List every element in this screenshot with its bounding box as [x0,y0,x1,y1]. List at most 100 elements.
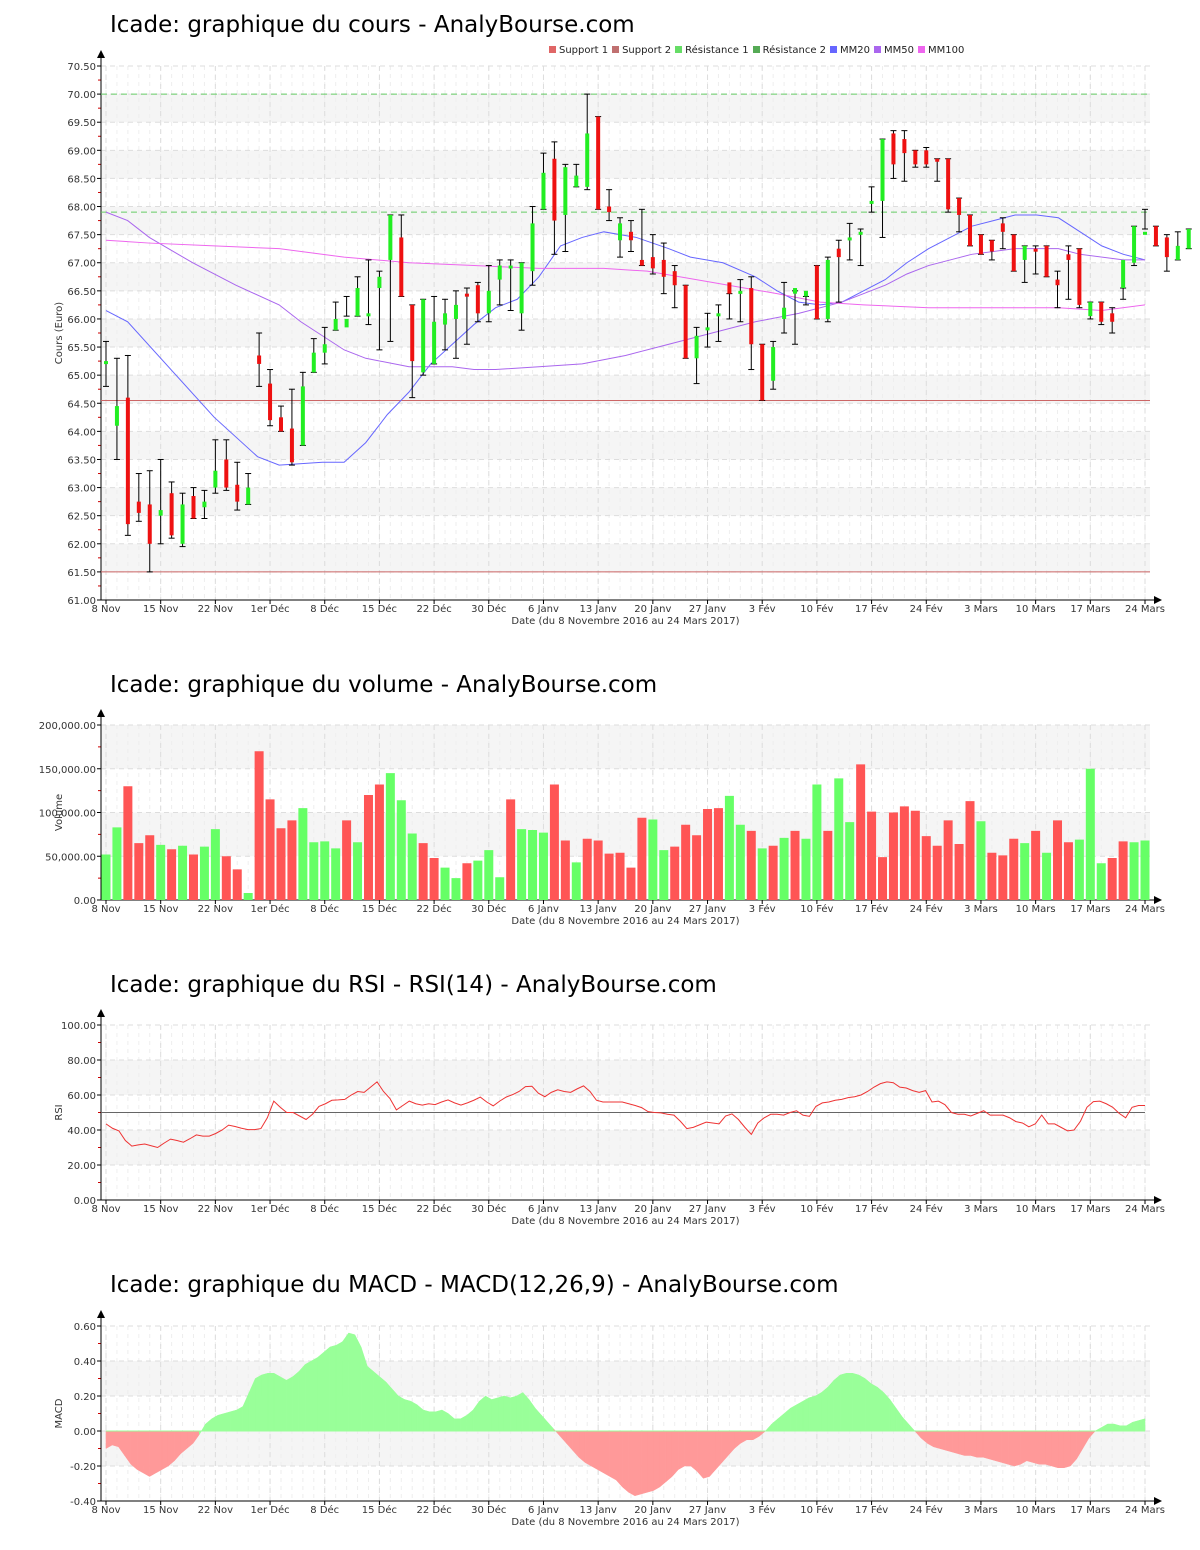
y-tick-label: 150,000.00 [39,765,96,776]
y-tick-label: 70.00 [67,90,96,101]
candle [946,158,951,210]
candle [158,510,163,516]
volume-bar [888,812,898,900]
volume-plot: 0.00 50,000.00 100,000.00 150,000.00 200,000… [39,709,1165,927]
x-tick-label: 24 Fév [910,1203,943,1215]
y-tick-label: 80.00 [67,1056,96,1067]
y-tick-label: 62.00 [67,540,96,551]
volume-bar [385,773,395,900]
candle [1066,254,1071,260]
x-tick-label: 15 Déc [362,903,397,915]
volume-bar [374,784,384,900]
y-tick-label: 67.50 [67,231,96,242]
candle [902,139,907,154]
y-tick-label: 0.20 [74,1392,96,1403]
candle [1164,237,1169,258]
x-tick-label: 13 Janv [580,904,617,915]
x-tick-label: 10 Mars [1016,604,1056,615]
candle [585,133,590,187]
volume-bar [549,784,559,900]
candle [694,335,699,359]
volume-bar [943,820,953,900]
x-tick-label: 3 Fév [749,903,776,915]
volume-bar [232,869,242,900]
candle [443,313,448,325]
candle [421,299,426,373]
volume-bar [199,846,209,900]
x-tick-label: 17 Fév [855,1504,888,1516]
candle [574,175,579,187]
candle [913,150,918,165]
y-tick-label: 0.00 [74,1196,96,1207]
x-tick-label: 10 Fév [800,1203,833,1215]
candle [596,116,601,210]
x-axis-arrow-icon [1154,1497,1162,1505]
candle [836,248,841,258]
x-tick-label: 22 Nov [198,1204,234,1215]
volume-bar [156,844,166,900]
candle [278,417,283,432]
volume-bar [735,824,745,900]
candle [705,327,710,331]
legend-item-support-2: Support 2 [612,45,671,56]
volume-bar [363,795,373,900]
candle [1000,223,1005,232]
x-axis-label: Date (du 8 Novembre 2016 au 24 Mars 2017… [511,1216,739,1227]
legend-swatch-icon [549,46,556,53]
volume-bar [867,811,877,900]
y-tick-label: 20.00 [67,1161,96,1172]
volume-bar [298,808,308,900]
candle [891,133,896,165]
volume-bar [221,856,231,900]
volume-bar [451,878,461,900]
volume-bar [440,867,450,900]
y-tick-label: 200,000.00 [39,721,96,732]
x-tick-label: 15 Déc [362,603,397,615]
rsi-line [105,1081,1145,1149]
candle [300,386,305,446]
candle [1022,245,1027,260]
volume-bar [134,843,144,900]
x-tick-label: 24 Fév [910,603,943,615]
volume-bar [954,844,964,900]
x-tick-label: 22 Nov [198,604,234,615]
x-tick-label: 30 Déc [471,603,506,615]
volume-bar [528,830,538,900]
x-tick-label: 30 Déc [471,1504,506,1516]
volume-bar [331,848,341,900]
volume-bar [724,795,734,900]
volume-bar [779,837,789,900]
candle [1132,226,1137,263]
candle [432,321,437,364]
x-axis-label: Date (du 8 Novembre 2016 au 24 Mars 2017… [511,616,739,627]
x-tick-label: 22 Nov [198,904,234,915]
candle [355,288,360,317]
x-tick-label: 1er Déc [250,603,289,615]
candle [814,265,819,319]
x-tick-label: 3 Mars [964,904,998,915]
volume-bar [790,830,800,900]
volume-bar [123,786,133,900]
volume-bar [462,863,472,900]
candle [1011,234,1016,272]
x-tick-label: 17 Mars [1070,604,1110,615]
x-tick-label: 8 Déc [310,1203,339,1215]
volume-bar [167,849,177,900]
candle [749,288,754,345]
x-tick-label: 6 Janv [528,904,559,915]
y-tick-label: 61.00 [67,596,96,607]
volume-bar [899,806,909,900]
x-tick-label: 24 Fév [910,1504,943,1516]
y-tick-label: 70.50 [67,62,96,73]
volume-bar [582,838,592,900]
candle [1077,248,1082,305]
volume-bar [1085,768,1095,900]
volume-bar [812,784,822,900]
volume-bar [845,822,855,900]
y-tick-label: 100,000.00 [39,809,96,820]
x-tick-label: 15 Nov [143,604,179,615]
candle [311,352,316,373]
candle [880,139,885,201]
macd-chart-title: Icade: graphique du MACD - MACD(12,26,9)… [110,1272,839,1298]
candle [530,223,535,272]
